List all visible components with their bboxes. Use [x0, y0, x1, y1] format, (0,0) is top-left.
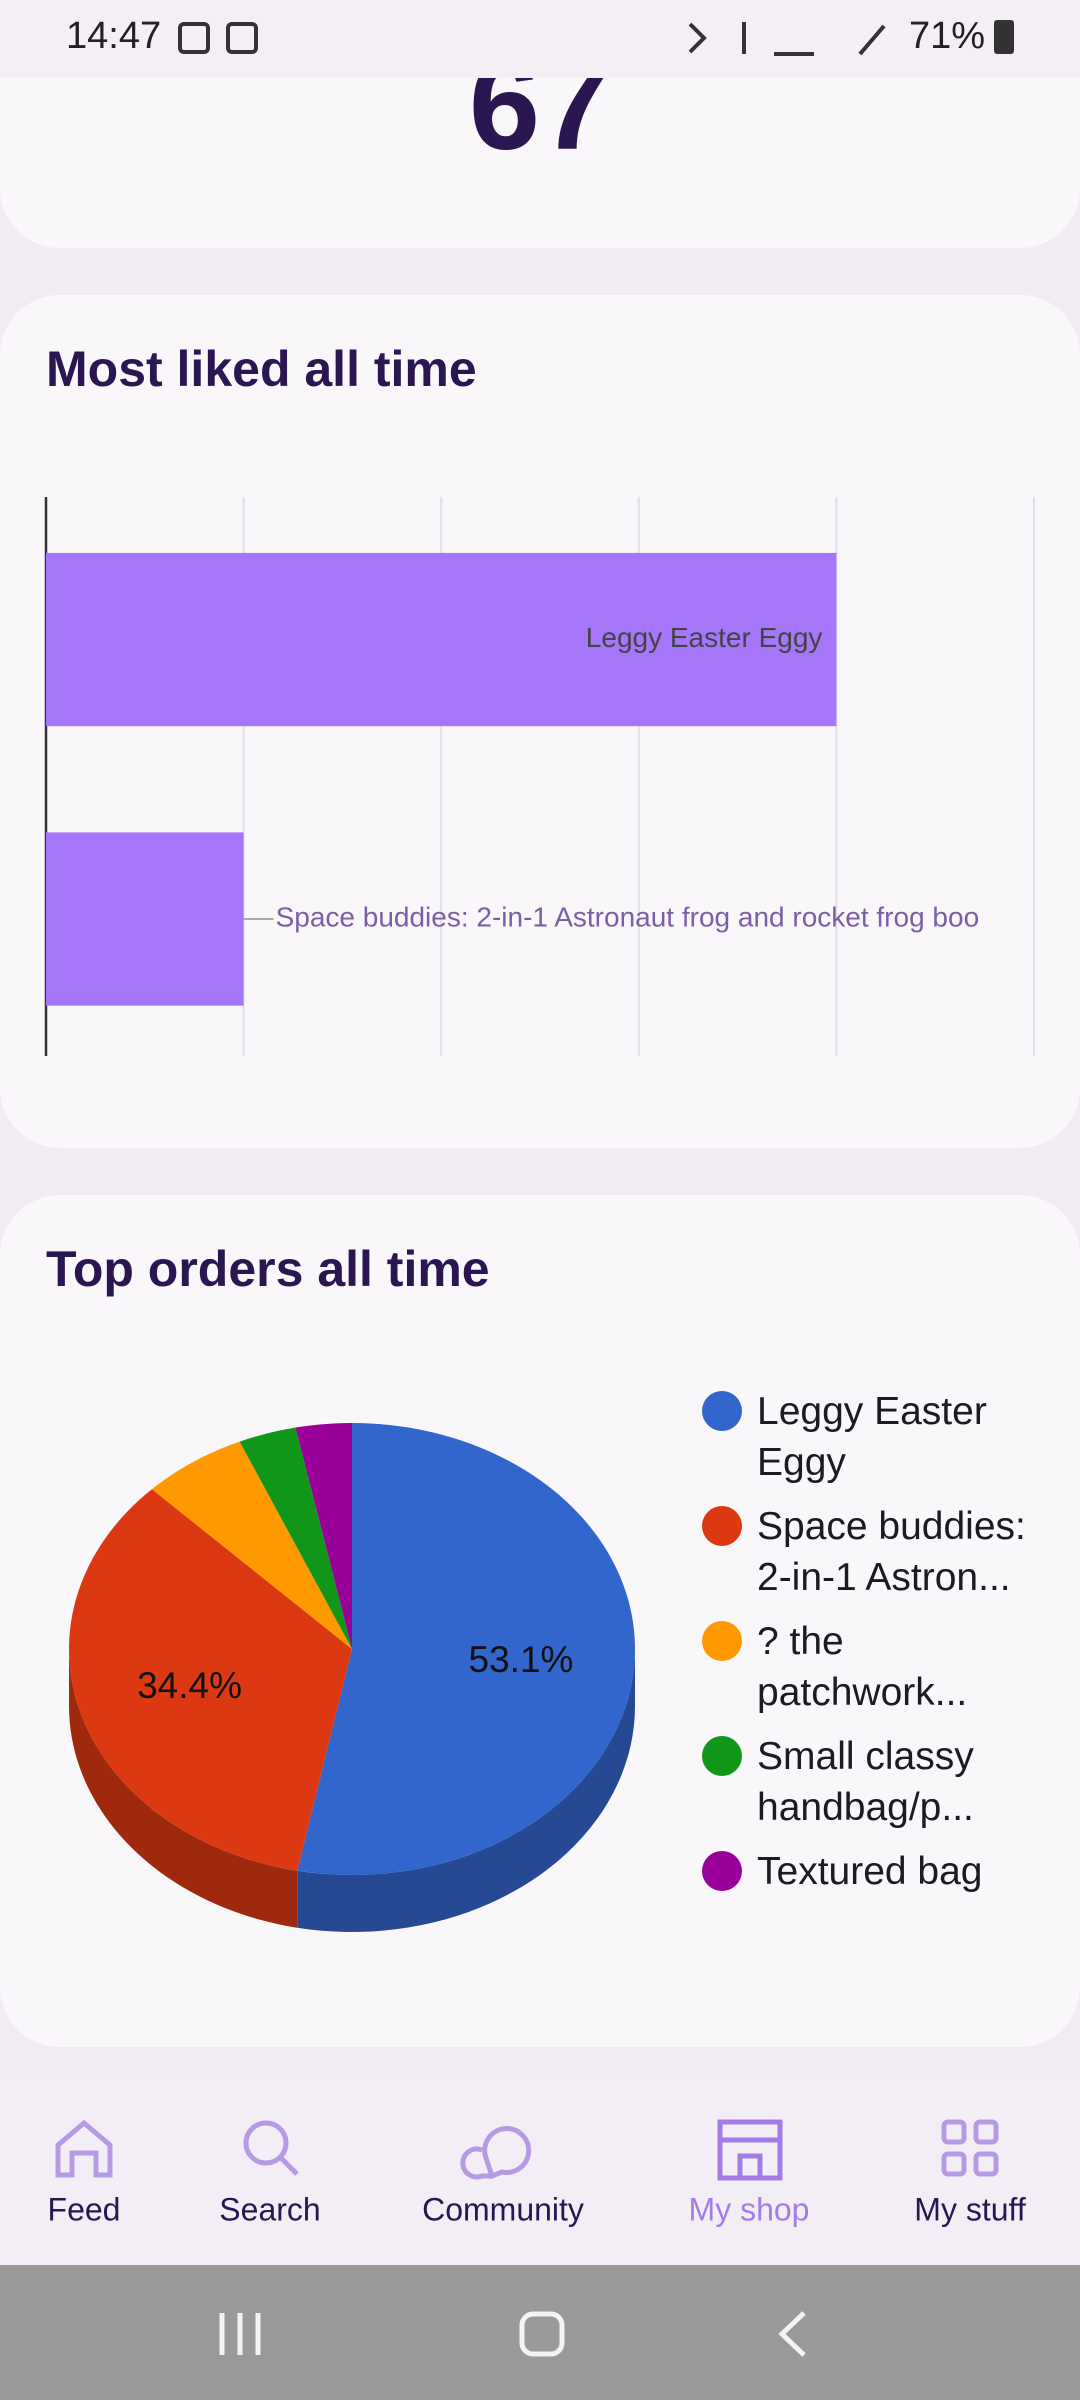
nav-label[interactable]: My shop [689, 2191, 810, 2227]
pie-side [69, 1649, 298, 1928]
chart-title: Most liked all time [46, 341, 477, 397]
legend-item: Small classy handbag/p... [702, 1731, 1052, 1833]
bar-label: Space buddies: 2-in-1 Astronaut frog and… [276, 901, 980, 932]
chart-title: Top orders all time [46, 1241, 490, 1297]
bar-label: Leggy Easter Eggy [586, 622, 823, 653]
pie-slice [297, 1423, 635, 1875]
system-buttons[interactable] [219, 2311, 806, 2357]
bar [46, 552, 837, 727]
nav-label[interactable]: Search [219, 2191, 320, 2227]
legend-swatch [702, 1621, 742, 1661]
legend-swatch [702, 1851, 742, 1891]
nav-label[interactable]: My stuff [914, 2191, 1026, 2227]
pie-side [297, 1649, 635, 1932]
legend-label: Textured bag [757, 1850, 983, 1893]
legend-swatch [702, 1736, 742, 1776]
pie-slice [69, 1489, 352, 1871]
pie-slice [239, 1427, 352, 1649]
bottom-nav [0, 2081, 1080, 2265]
pie-slice [151, 1441, 352, 1649]
legend: Leggy Easter Eggy Space buddies: 2-in-1 A… [702, 1386, 1052, 1910]
icon [226, 22, 258, 54]
legend-item: ? the patchwork... [702, 1616, 1052, 1718]
legend-item: Textured bag [702, 1846, 1052, 1897]
bars: Leggy Easter Eggy Space buddies: 2-in-1 A… [46, 552, 980, 1006]
nav-label[interactable]: Community [422, 2191, 584, 2227]
slice-label: 53.1% [469, 1639, 574, 1680]
status-icons [688, 22, 886, 56]
home-button[interactable] [519, 2311, 565, 2357]
legend-item: Leggy Easter Eggy [702, 1386, 1052, 1488]
battery-icon [994, 20, 1014, 54]
legend-swatch [702, 1391, 742, 1431]
time: 14:47 [66, 15, 161, 57]
bar [46, 832, 244, 1006]
legend-swatch [702, 1506, 742, 1546]
legend-label: Leggy Easter Eggy [757, 1390, 987, 1484]
pie-slice [295, 1423, 352, 1649]
slice-label: 34.4% [137, 1665, 242, 1706]
nav-label[interactable]: Feed [48, 2191, 121, 2227]
system-nav [0, 2265, 1080, 2400]
battery: 71% [909, 15, 985, 57]
nav-icons [55, 2119, 999, 2181]
legend-label: Space buddies: 2-in-1 Astron... [757, 1505, 1026, 1599]
legend-label: ? the patchwork... [757, 1620, 968, 1714]
legend-item: Space buddies: 2-in-1 Astron... [702, 1501, 1052, 1603]
legend-label: Small classy handbag/p... [757, 1735, 974, 1829]
icon [178, 22, 210, 54]
